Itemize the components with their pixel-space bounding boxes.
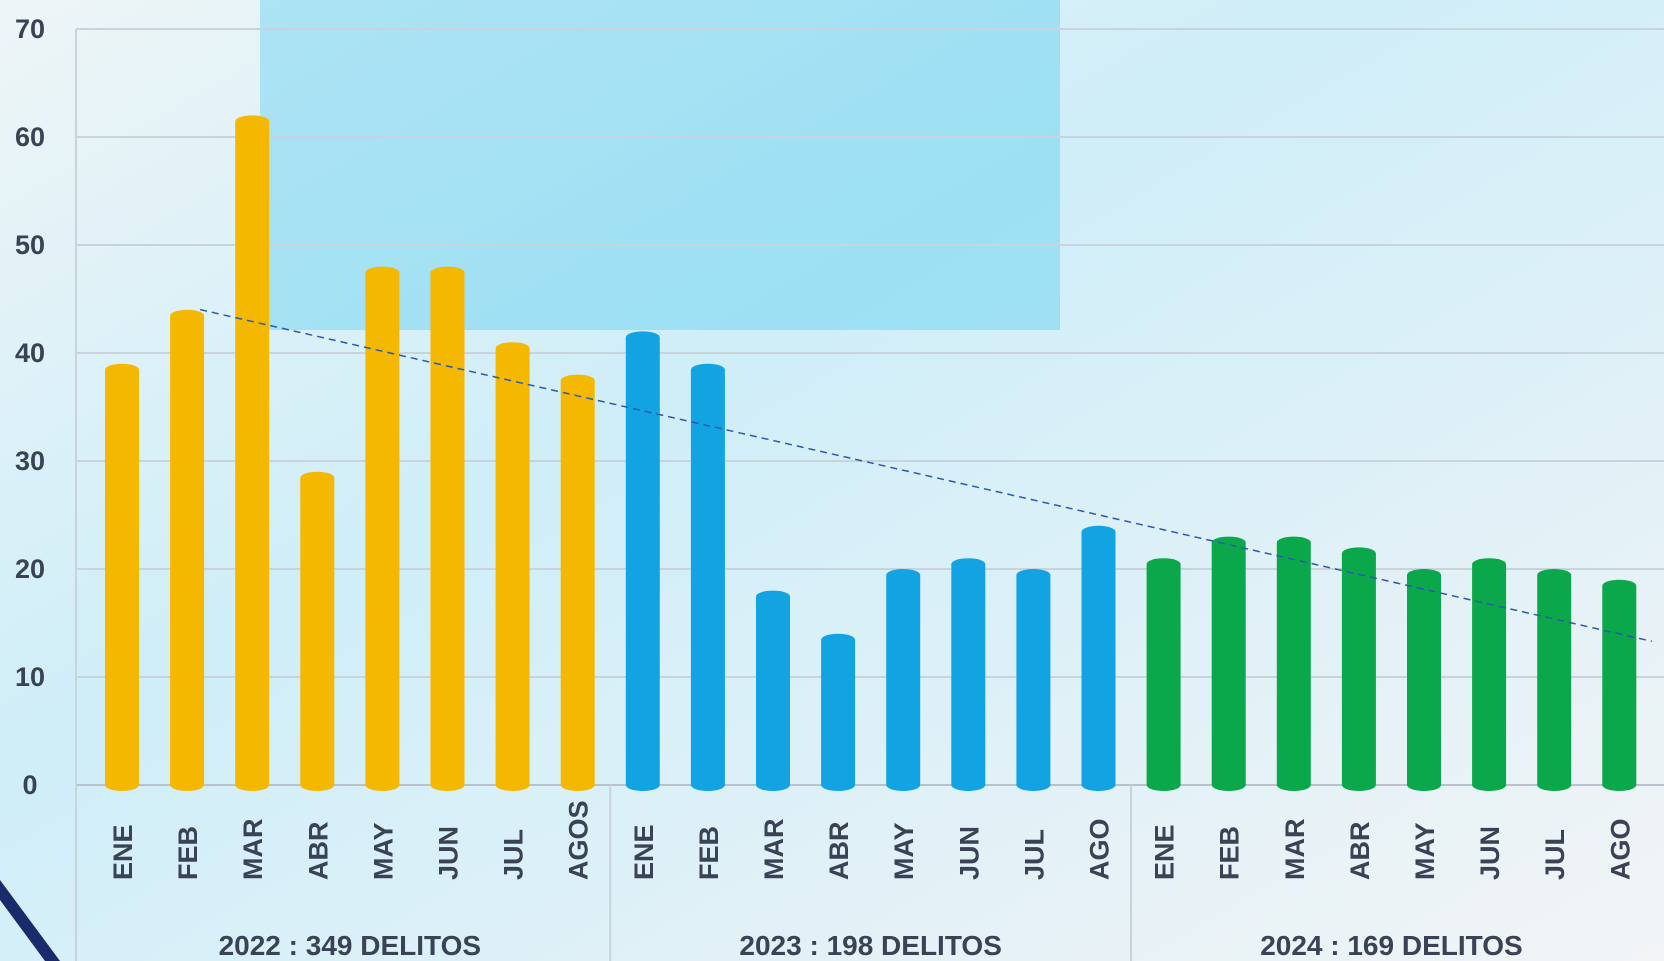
trendline [199,308,1653,643]
bar [1341,547,1376,792]
x-tick-label: AGO [1085,818,1115,880]
bar [821,633,856,792]
x-tick-label: MAR [1280,819,1310,881]
y-tick-label: 0 [22,770,37,800]
bar [1537,569,1572,792]
y-tick-label: 70 [15,14,45,44]
y-tick-label: 30 [15,446,45,476]
bar [430,266,465,792]
x-tick-label: ABR [303,822,333,881]
bar [300,471,335,792]
decor-stripe [0,880,60,961]
x-tick-label: JUN [1475,826,1505,880]
x-tick-label: JUN [954,826,984,880]
bar [690,363,725,792]
bar [1016,569,1051,792]
bar [625,331,660,792]
x-tick-label: AGOS [564,800,594,880]
bar [886,569,921,792]
group-label: 2024 : 169 DELITOS [1260,930,1523,961]
x-tick-label: MAY [368,822,398,880]
bar [170,309,205,792]
bar [951,558,986,792]
bar [1602,579,1637,792]
y-tick-label: 40 [15,338,45,368]
x-tick-label: ENE [108,824,138,880]
bar [756,590,790,791]
x-tick-label: AGO [1605,818,1635,880]
group-label: 2022 : 349 DELITOS [219,930,482,961]
x-tick-label: FEB [694,826,724,880]
y-tick-label: 10 [15,662,45,692]
x-tick-label: JUL [499,829,529,880]
bar [235,115,270,791]
bar [1081,525,1116,791]
bar [105,363,139,791]
bar [1211,536,1246,792]
y-tick-label: 50 [15,230,45,260]
x-tick-label: MAR [759,819,789,881]
bar [1472,558,1507,792]
bar [1276,536,1311,792]
x-tick-label: JUL [1019,829,1049,880]
x-tick-label: FEB [173,826,203,880]
group-label: 2023 : 198 DELITOS [739,930,1002,961]
bar [495,342,530,792]
y-tick-label: 20 [15,554,45,584]
bar [560,374,595,792]
bar [365,266,400,792]
x-tick-label: JUN [434,826,464,880]
y-tick-label: 60 [15,122,45,152]
x-tick-label: ENE [629,824,659,880]
bar [1407,569,1441,791]
x-tick-label: MAR [238,819,268,881]
x-tick-label: ABR [824,822,854,881]
x-tick-label: FEB [1215,826,1245,880]
x-tick-label: MAY [1410,822,1440,880]
bar [1146,558,1181,792]
x-tick-label: JUL [1540,829,1570,880]
x-tick-label: ABR [1345,822,1375,881]
x-tick-label: MAY [889,822,919,880]
x-tick-label: ENE [1150,824,1180,880]
